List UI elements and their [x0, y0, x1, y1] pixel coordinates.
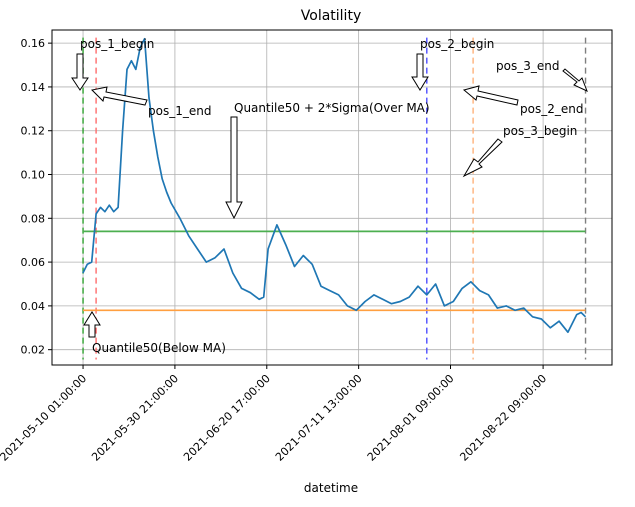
arrow-pos-3-end	[562, 68, 588, 92]
position-vlines	[82, 37, 587, 360]
arrow-left-pos-2-end	[462, 85, 519, 106]
grid	[52, 30, 612, 365]
annotation-quantile50-below: Quantile50(Below MA)	[92, 341, 226, 355]
y-tick-label: 0.06	[21, 256, 46, 269]
annotation-pos-3-begin: pos_3_begin	[503, 124, 577, 138]
y-tick-label: 0.04	[21, 300, 46, 313]
y-tick-label: 0.16	[21, 37, 46, 50]
annotation-pos-2-end: pos_2_end	[520, 102, 583, 116]
x-tick-label: 2021-08-22 09:00:00	[457, 372, 549, 464]
x-axis-label: datetime	[304, 481, 358, 495]
arrow-left-pos-1-end	[90, 86, 148, 106]
annotation-pos-1-end: pos_1_end	[148, 104, 211, 118]
annotation-pos-1-begin: pos_1_begin	[80, 37, 154, 51]
x-tick-label: 2021-05-30 21:00:00	[89, 372, 181, 464]
annotation-pos-2-begin: pos_2_begin	[420, 37, 494, 51]
chart-title: Volatility	[301, 8, 361, 24]
x-tick-label: 2021-05-10 01:00:00	[0, 372, 89, 464]
plot-frame	[51, 29, 613, 366]
y-tick-label: 0.10	[21, 169, 46, 182]
x-tick-label: 2021-07-11 13:00:00	[273, 372, 365, 464]
x-tick-label: 2021-08-01 09:00:00	[365, 372, 457, 464]
y-tick-label: 0.02	[21, 344, 46, 357]
x-tick-label: 2021-06-20 17:00:00	[181, 372, 273, 464]
arrow-up-quantile50-below	[83, 311, 101, 338]
arrow-pos-3-begin	[462, 138, 503, 178]
arrow-down-pos-1-begin	[71, 53, 89, 91]
series-line	[82, 37, 587, 334]
x-axis-ticks: 2021-05-10 01:00:00 2021-05-30 21:00:00 20…	[0, 365, 549, 464]
arrow-down-pos-2-begin	[411, 53, 429, 91]
y-tick-label: 0.14	[21, 81, 46, 94]
annotations: pos_1_begin pos_1_end Quantile50 + 2*Sig…	[71, 37, 588, 355]
arrow-down-quantile50-2sigma	[225, 116, 243, 220]
y-axis-ticks: 0.02 0.04 0.06 0.08 0.10 0.12 0.14 0.16	[21, 37, 52, 357]
series-layer	[82, 37, 587, 334]
annotation-quantile50-2sigma: Quantile50 + 2*Sigma(Over MA)	[234, 101, 430, 115]
annotation-pos-3-end: pos_3_end	[496, 59, 559, 73]
y-tick-label: 0.08	[21, 212, 46, 225]
y-tick-label: 0.12	[21, 125, 46, 138]
